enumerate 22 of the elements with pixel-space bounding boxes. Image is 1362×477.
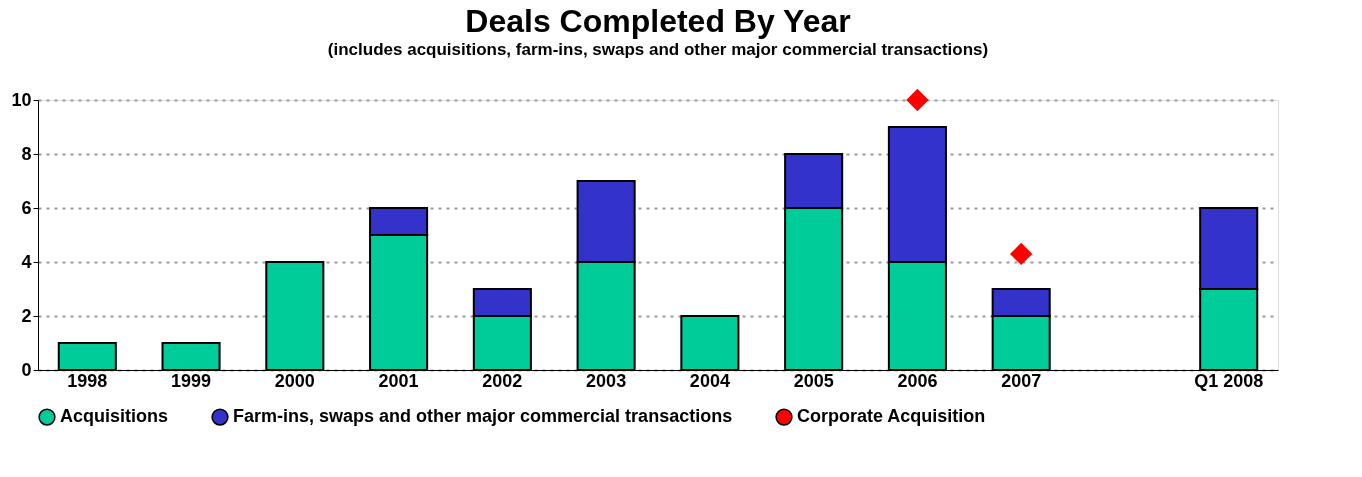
x-tick-label: 2000 xyxy=(274,370,315,391)
x-tick-label: 2007 xyxy=(1001,370,1042,391)
x-tick-label: 2005 xyxy=(793,370,834,391)
x-tick-label: Q1 2008 xyxy=(1194,370,1264,391)
legend-label: Farm-ins, swaps and other major commercial transactions xyxy=(233,406,733,427)
x-tick-label: 1998 xyxy=(67,370,108,391)
legend-label: Acquisitions xyxy=(60,406,169,427)
x-tick-label: 2006 xyxy=(897,370,938,391)
y-tick-label: 10 xyxy=(11,89,32,110)
x-tick-label: 2003 xyxy=(586,370,627,391)
legend-label: Corporate Acquisition xyxy=(797,406,986,427)
x-tick-label: 2002 xyxy=(482,370,523,391)
x-tick-label: 1999 xyxy=(171,370,212,391)
y-tick-label: 0 xyxy=(21,359,32,380)
x-tick-label: 2001 xyxy=(378,370,419,391)
chart-subtitle: (includes acquisitions, farm-ins, swaps and other major commercial transactions) xyxy=(327,39,989,59)
y-tick-label: 4 xyxy=(21,251,32,272)
y-tick-label: 2 xyxy=(21,305,32,326)
y-tick-label: 8 xyxy=(21,143,32,164)
x-tick-label: 2004 xyxy=(689,370,730,391)
y-tick-label: 6 xyxy=(21,197,32,218)
chart-title: Deals Completed By Year xyxy=(465,2,851,39)
